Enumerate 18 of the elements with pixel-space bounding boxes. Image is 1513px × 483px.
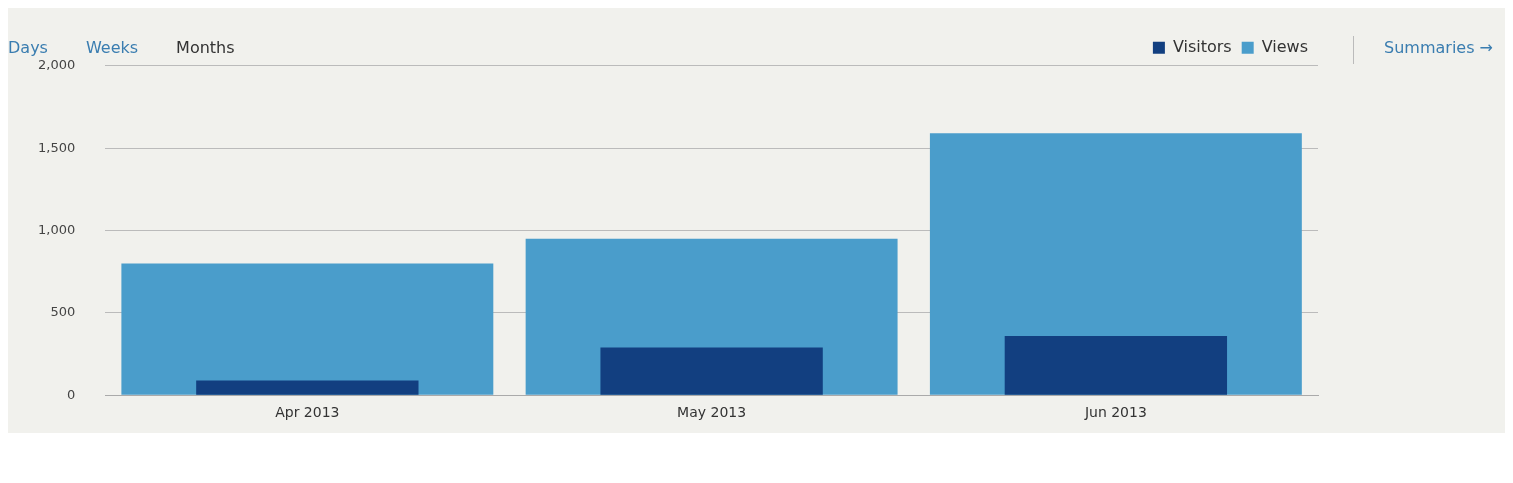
text: Summaries → (1384, 38, 1493, 57)
bar (121, 263, 494, 395)
text: Days (8, 38, 48, 57)
legend-label: Views (1261, 36, 1309, 56)
bar (1004, 335, 1228, 395)
y-tick-label: 2,000 (38, 57, 76, 73)
y-tick-label: 0 (66, 386, 76, 402)
y-tick-label: 1,000 (38, 221, 76, 237)
text: Weeks (85, 38, 139, 59)
text: Months (176, 38, 235, 59)
legend-label: Visitors (1172, 36, 1232, 56)
bar (600, 347, 823, 395)
x-tick-label: Apr 2013 (275, 404, 340, 421)
y-tick-label: 500 (50, 304, 76, 320)
x-tick-label: Jun 2013 (1083, 404, 1147, 421)
x-tick-label: May 2013 (677, 404, 747, 421)
bar (196, 380, 419, 395)
y-tick-label: 1,500 (38, 139, 76, 155)
